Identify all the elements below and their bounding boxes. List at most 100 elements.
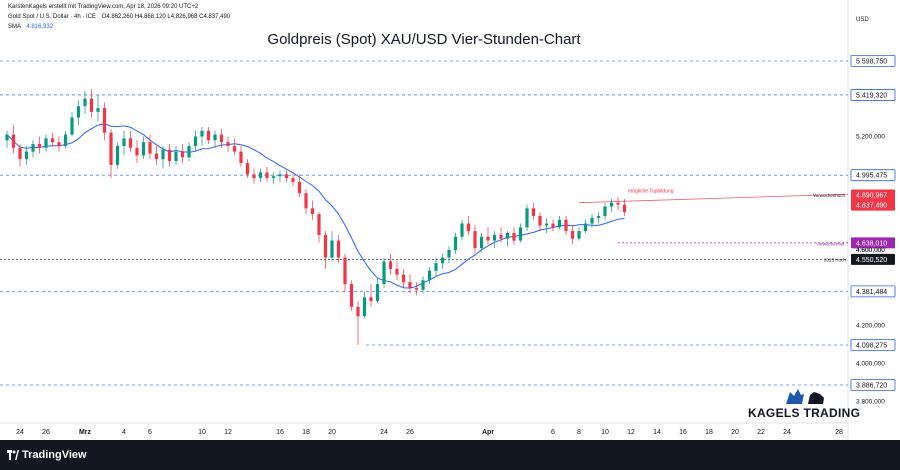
candle-body bbox=[5, 135, 8, 141]
price-label[interactable]: 5.598,750 bbox=[851, 56, 895, 67]
tradingview-logo-icon bbox=[7, 450, 19, 460]
candle-body bbox=[467, 224, 470, 232]
candle-body bbox=[57, 142, 60, 146]
candle-body bbox=[246, 163, 249, 174]
price-label-text: 4.098,275 bbox=[856, 342, 887, 349]
candle-body bbox=[239, 152, 242, 163]
candle-body bbox=[486, 237, 489, 241]
x-tick-label: 12 bbox=[627, 429, 635, 436]
candle-body bbox=[460, 224, 463, 237]
candle-body bbox=[83, 99, 86, 107]
candle-body bbox=[155, 153, 158, 159]
annotation-vorwochenhoch: Vorwochenhoch bbox=[813, 193, 846, 198]
x-tick-label: 16 bbox=[276, 429, 284, 436]
candle-body bbox=[25, 152, 28, 160]
candle-body bbox=[252, 174, 255, 178]
candle-body bbox=[512, 233, 515, 241]
candle-body bbox=[96, 108, 99, 112]
candle-body bbox=[428, 271, 431, 280]
price-label-text: 5.419,320 bbox=[856, 92, 887, 99]
hidden-price-label: 4.600,000 bbox=[856, 247, 885, 254]
candle-body bbox=[161, 150, 164, 159]
sma-line: SMA 4.816,932 bbox=[8, 24, 53, 30]
candle-body bbox=[616, 203, 619, 205]
price-label-text: 4.995,475 bbox=[856, 173, 887, 180]
candle-body bbox=[395, 269, 398, 275]
candle-body bbox=[441, 258, 444, 264]
price-label-text: 4.381,484 bbox=[856, 289, 887, 296]
candle-body bbox=[135, 148, 138, 156]
x-tick-label: 10 bbox=[198, 429, 206, 436]
x-tick-label: 28 bbox=[835, 429, 843, 436]
x-tick-label: 24 bbox=[783, 429, 791, 436]
candle-body bbox=[207, 131, 210, 140]
sma-label: SMA bbox=[8, 24, 21, 30]
x-tick-label: 6 bbox=[551, 429, 555, 436]
candle-body bbox=[389, 261, 392, 269]
candle-body bbox=[421, 280, 424, 289]
x-tick-label: 26 bbox=[406, 429, 414, 436]
candle bbox=[382, 258, 385, 288]
price-label[interactable]: 5.419,320 bbox=[851, 89, 895, 100]
x-tick-label: 12 bbox=[224, 429, 232, 436]
candle-body bbox=[70, 118, 73, 135]
candle-body bbox=[194, 136, 197, 145]
price-label-text: 4.550,520 bbox=[856, 257, 887, 264]
price-label[interactable]: 4.995,475 bbox=[851, 170, 895, 181]
current-price-label[interactable]: 4.837,490 bbox=[851, 200, 895, 211]
candle-body bbox=[148, 142, 151, 153]
sma-value: 4.816,932 bbox=[26, 24, 53, 30]
x-tick-label: 8 bbox=[577, 429, 581, 436]
candle-body bbox=[376, 284, 379, 301]
candle-body bbox=[31, 144, 34, 152]
candle-body bbox=[584, 224, 587, 232]
candle-body bbox=[298, 182, 301, 193]
candle-body bbox=[311, 208, 314, 214]
price-label[interactable]: 4.098,275 bbox=[851, 339, 895, 350]
current-price-label[interactable]: 4.890,967 bbox=[851, 189, 895, 200]
candle bbox=[525, 205, 528, 231]
candle-body bbox=[363, 297, 366, 316]
candle-body bbox=[447, 250, 450, 258]
candle-body bbox=[103, 108, 106, 133]
candle-body bbox=[571, 231, 574, 239]
tradingview-footer: TradingView bbox=[0, 440, 900, 470]
candle-body bbox=[168, 150, 171, 161]
candle-body bbox=[590, 218, 593, 224]
candle-body bbox=[272, 176, 275, 178]
tradingview-brand[interactable]: TradingView bbox=[22, 449, 87, 461]
candle-body bbox=[317, 214, 320, 235]
candle-body bbox=[122, 138, 125, 146]
candle-body bbox=[545, 224, 548, 226]
candle-body bbox=[278, 174, 281, 176]
annotation-vorwochentief: Vorwochentief bbox=[816, 241, 845, 246]
candle-body bbox=[337, 241, 340, 258]
candle-body bbox=[415, 288, 418, 290]
x-tick-label: 22 bbox=[757, 429, 765, 436]
chart-background bbox=[0, 0, 900, 440]
x-tick-label: 16 bbox=[679, 429, 687, 436]
candle-body bbox=[304, 193, 307, 208]
y-tick-label: 5.200,000 bbox=[856, 133, 885, 140]
candle-body bbox=[525, 208, 528, 227]
y-tick-label: 4.000,000 bbox=[856, 361, 885, 368]
candle-body bbox=[64, 135, 67, 146]
candle-body bbox=[603, 206, 606, 215]
chart-svg: mögliche Topbildung Vorwochenhoch Vorwoche… bbox=[0, 0, 900, 440]
price-label[interactable]: 4.550,520 bbox=[851, 254, 895, 265]
candle-body bbox=[356, 307, 359, 316]
candle-body bbox=[181, 152, 184, 158]
y-tick-label: 4.200,000 bbox=[856, 323, 885, 330]
price-label[interactable]: 4.381,484 bbox=[851, 286, 895, 297]
candle-body bbox=[480, 237, 483, 248]
candle-body bbox=[610, 203, 613, 207]
candle-body bbox=[213, 135, 216, 141]
x-tick-label: Apr bbox=[482, 429, 494, 436]
candle-body bbox=[116, 146, 119, 165]
candle-body bbox=[259, 172, 262, 178]
candle-body bbox=[90, 99, 93, 112]
candle-body bbox=[18, 148, 21, 159]
candle-body bbox=[142, 142, 145, 155]
candle-body bbox=[454, 237, 457, 250]
candle-body bbox=[187, 146, 190, 157]
